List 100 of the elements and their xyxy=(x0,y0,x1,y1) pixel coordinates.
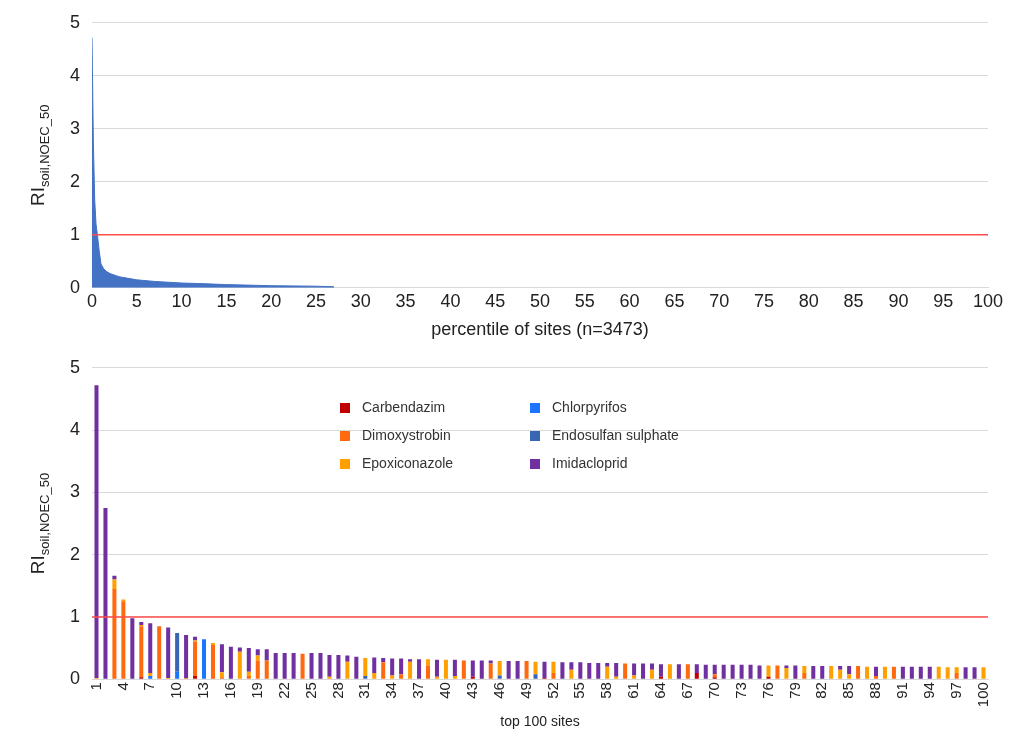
x-tick-label: 91 xyxy=(893,682,911,699)
x-tick-label: 30 xyxy=(350,290,371,311)
x-tick-label: 65 xyxy=(664,290,685,311)
bar xyxy=(175,633,180,672)
x-tick-label: 80 xyxy=(798,290,819,311)
x-tick-label: 25 xyxy=(305,290,327,311)
bar xyxy=(820,666,825,679)
bar xyxy=(632,663,637,676)
bar xyxy=(336,654,341,679)
x-tick-label: 46 xyxy=(489,682,507,699)
bar xyxy=(157,626,162,679)
bar xyxy=(676,664,681,679)
bar xyxy=(703,664,708,679)
bar xyxy=(264,660,269,679)
bar xyxy=(739,664,744,679)
x-tick-label: 5 xyxy=(131,290,142,311)
bar xyxy=(166,627,171,678)
bar xyxy=(148,672,153,677)
bar xyxy=(667,664,672,679)
bar xyxy=(865,666,870,679)
bar xyxy=(112,579,117,589)
bar xyxy=(838,666,843,670)
x-tick-label: 4 xyxy=(113,682,131,691)
bar xyxy=(936,666,941,679)
legend-label: Endosulfan sulphate xyxy=(551,426,680,443)
bar xyxy=(255,660,260,679)
bar xyxy=(524,661,529,679)
legend-label: Imidacloprid xyxy=(551,454,629,471)
bar xyxy=(130,618,135,679)
bar xyxy=(766,665,771,677)
bar xyxy=(596,662,601,679)
bar xyxy=(193,641,198,677)
bar xyxy=(551,661,556,673)
x-tick-label: 95 xyxy=(933,290,954,311)
bar xyxy=(237,651,242,679)
x-tick-label: 58 xyxy=(597,682,615,699)
bar xyxy=(829,666,834,679)
bar xyxy=(193,636,198,641)
bar xyxy=(900,666,905,679)
bar xyxy=(488,663,493,679)
bar xyxy=(210,644,215,679)
x-tick-label: 73 xyxy=(731,682,749,699)
bar xyxy=(318,653,323,679)
bar xyxy=(649,669,655,679)
bar xyxy=(793,665,798,679)
legend-label: Chlorpyrifos xyxy=(551,398,628,415)
bar xyxy=(434,659,439,677)
bar xyxy=(381,662,386,679)
bar xyxy=(228,646,233,679)
bar xyxy=(443,659,448,679)
bar xyxy=(246,676,251,679)
bar xyxy=(282,653,287,679)
bar xyxy=(399,658,404,675)
bar xyxy=(425,659,431,666)
y-tick-label: 4 xyxy=(70,419,81,440)
bar xyxy=(981,667,986,679)
bar xyxy=(461,660,466,679)
bar xyxy=(327,654,332,677)
bar xyxy=(542,661,547,678)
x-tick-label: 70 xyxy=(709,290,730,311)
bar xyxy=(372,672,377,679)
bar xyxy=(927,666,932,679)
x-tick-label: 40 xyxy=(440,290,461,311)
x-tick-label: 64 xyxy=(651,682,669,699)
bar xyxy=(345,661,350,679)
x-tick-label: 85 xyxy=(843,290,864,311)
bar xyxy=(802,672,807,679)
x-axis-title: percentile of sites (n=3473) xyxy=(431,319,649,340)
x-tick-label: 37 xyxy=(409,682,427,699)
bar xyxy=(972,667,977,679)
x-tick-label: 94 xyxy=(919,682,937,699)
y-tick-label: 3 xyxy=(70,481,81,502)
bar xyxy=(954,672,959,679)
bar xyxy=(237,647,242,652)
bar xyxy=(291,653,296,679)
x-tick-label: 60 xyxy=(619,290,640,311)
x-tick-label: 49 xyxy=(516,682,534,699)
y-tick-label: 5 xyxy=(70,11,81,32)
x-tick-label: 25 xyxy=(301,682,319,699)
bar xyxy=(569,662,574,670)
bar xyxy=(184,634,189,678)
y-tick-label: 4 xyxy=(70,64,81,85)
x-tick-label: 10 xyxy=(171,290,192,311)
bar xyxy=(309,653,314,679)
y-tick-label: 1 xyxy=(70,605,81,626)
bar xyxy=(363,676,368,679)
y-tick-label: 3 xyxy=(70,117,81,138)
x-tick-label: 67 xyxy=(677,682,695,699)
bar xyxy=(175,671,180,679)
x-axis-title: top 100 sites xyxy=(500,713,580,730)
bar xyxy=(219,672,224,678)
x-tick-label: 35 xyxy=(395,290,416,311)
x-tick-label: 50 xyxy=(529,290,551,311)
bar xyxy=(560,662,565,679)
y-tick-label: 2 xyxy=(70,170,81,191)
x-tick-label: 10 xyxy=(167,682,185,699)
bar xyxy=(775,665,780,679)
bar xyxy=(873,666,879,677)
x-tick-label: 90 xyxy=(888,290,909,311)
bar xyxy=(891,666,896,679)
